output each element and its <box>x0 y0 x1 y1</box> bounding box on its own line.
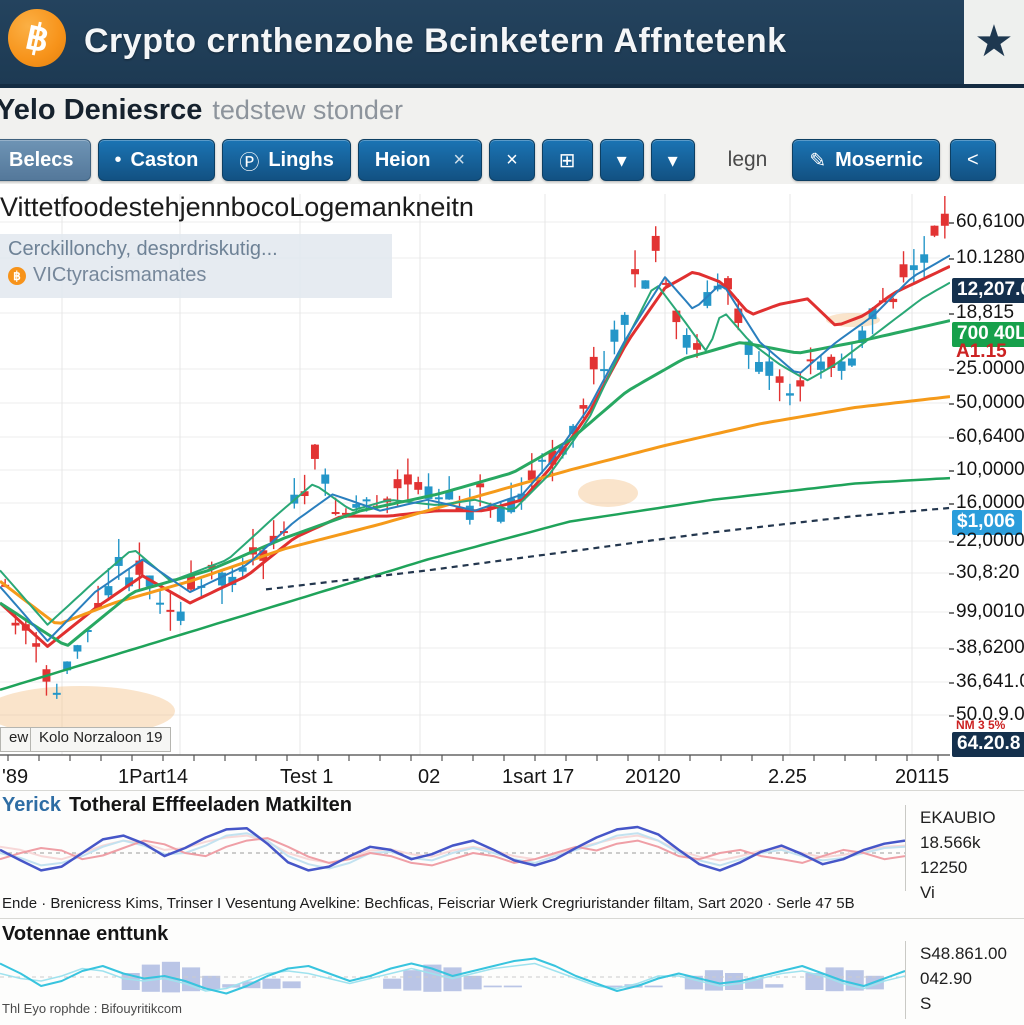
y-axis-label: 64.20.8 <box>952 732 1024 757</box>
x-axis-label: 20115 <box>895 766 950 788</box>
pencil-icon: ✎ <box>809 149 827 172</box>
page-subtitle: tedstew stonder <box>212 95 403 125</box>
x-axis-label: Test 1 <box>280 766 334 788</box>
panel1-title: Yerick Totheral Efffeeladen Matkilten <box>2 794 352 817</box>
chart-legend: Cerckillonchy, desprdriskutig... ฿ VICty… <box>0 234 392 298</box>
mosernic-button-label: Mosernic <box>835 148 923 171</box>
y-axis-label: $1,006 <box>952 510 1023 535</box>
linghs-button-label: Linghs <box>268 148 334 171</box>
close-icon: × <box>506 148 518 171</box>
legend-series-label: VICtyracismamates <box>33 264 207 286</box>
bitcoin-logo-icon: ฿ <box>8 9 66 67</box>
y-axis-label: 10,0000 <box>949 459 1024 480</box>
y-axis-label: 30,8:20 <box>948 562 1020 583</box>
panel1-title-text: Totheral Efffeeladen Matkilten <box>68 794 352 816</box>
panel1-values: EKAUBIO 18.566k 12250 Vi <box>905 805 996 902</box>
chevron-down-icon: ▾ <box>616 149 627 172</box>
chevron-left-icon: < <box>966 148 979 171</box>
panel1-value: 18.566k <box>920 833 981 852</box>
app-header: ฿ Crypto crnthenzohe Bcinketern Affntete… <box>0 0 1024 88</box>
panel2-value: 042.90 <box>920 969 972 988</box>
page-title: Yelo Deniesrce <box>0 94 203 126</box>
p-circle-icon: Ⓟ <box>239 151 260 174</box>
y-axis-label: 16,0000 <box>949 492 1024 513</box>
chart-title: VittetfoodestehjennbocoLogemankneitn <box>0 192 474 222</box>
y-axis-label: A1.15 <box>956 341 1007 362</box>
y-axis: 60,6100 10.1280 12,207.0 18,815 700 40L A1.15… <box>948 184 1024 790</box>
heion-button[interactable]: Heion × <box>357 139 483 181</box>
toolbar: Belecs • Caston Ⓟ Linghs Heion × × ⊞ ▾ ▾ legn ✎ Mos… <box>0 138 1024 182</box>
mosernic-button[interactable]: ✎ Mosernic <box>792 139 940 181</box>
belecs-button[interactable]: Belecs <box>0 139 91 181</box>
y-axis-label: 50,0000 <box>949 392 1024 413</box>
toolbar-right-group: ✎ Mosernic < <box>792 139 996 181</box>
y-axis-label: 12,207.0 <box>952 278 1024 303</box>
y-axis-label: 22,0000 <box>949 530 1024 551</box>
toolbar-mid-label: legn <box>727 148 768 171</box>
legend-line-2: ฿ VICtyracismamates <box>8 264 384 287</box>
panel2-value: S <box>920 994 932 1013</box>
toolbar-left-group: Belecs • Caston Ⓟ Linghs Heion × × ⊞ ▾ ▾ <box>0 139 695 181</box>
x-axis-label: 1Part14 <box>118 766 189 788</box>
y-axis-label: 25.0000 <box>949 358 1024 379</box>
legend-line-1: Cerckillonchy, desprdriskutig... <box>8 238 278 260</box>
chart-tab-kolo[interactable]: Kolo Norzaloon 19 <box>30 727 172 752</box>
bitcoin-glyph: ฿ <box>21 15 53 60</box>
y-axis-label: 99,0010 <box>949 601 1024 622</box>
x-axis: '89 1Part14 Test 1 02 1sart 17 20120 2.25 20115 <box>0 766 950 790</box>
linghs-button[interactable]: Ⓟ Linghs <box>222 139 351 181</box>
bitcoin-dot-icon: ฿ <box>8 266 26 285</box>
y-axis-label: 18,815 <box>948 302 1015 323</box>
close-tab-button[interactable]: × <box>489 139 535 181</box>
grid-icon: ⊞ <box>558 149 576 172</box>
panel2-title: Votennae enttunk <box>2 923 169 945</box>
star-icon: ★ <box>974 17 1014 66</box>
y-axis-label: 50.0.9.0 <box>949 704 1024 725</box>
indicator-panel-2: Votennae enttunk S48.861.00 042.90 S Thl E… <box>0 918 1024 1025</box>
caston-button[interactable]: • Caston <box>97 139 216 181</box>
y-axis-label: 38,6200 <box>949 637 1024 658</box>
grid-button[interactable]: ⊞ <box>541 139 593 181</box>
dropdown-2[interactable]: ▾ <box>650 139 695 181</box>
dropdown-1[interactable]: ▾ <box>599 139 644 181</box>
panel2-footnote: Thl Eyo rophde : Bifouyritikcom <box>2 1001 182 1016</box>
candlestick-chart[interactable] <box>0 184 950 790</box>
y-axis-label: 700 40L <box>952 322 1024 347</box>
y-axis-label: 60,6400 <box>949 426 1024 447</box>
x-axis-label: 20120 <box>625 766 681 788</box>
panel1-title-accent: Yerick <box>2 794 61 816</box>
close-icon[interactable]: × <box>453 148 466 171</box>
y-axis-label: 10.1280 <box>949 247 1024 268</box>
x-axis-label: '89 <box>2 766 29 788</box>
app-title: Crypto crnthenzohe Bcinketern Affntetenk <box>84 22 787 60</box>
panel1-value: EKAUBIO <box>920 808 996 827</box>
heion-button-label: Heion <box>374 148 431 171</box>
x-axis-label: 02 <box>418 766 441 788</box>
caston-button-label: Caston <box>130 148 199 171</box>
chevron-down-icon: ▾ <box>667 149 678 172</box>
belecs-button-label: Belecs <box>9 148 74 171</box>
panel2-values: S48.861.00 042.90 S <box>905 941 1007 1019</box>
x-axis-label: 2.25 <box>768 766 807 788</box>
y-axis-label: 36,641.0 <box>949 671 1024 693</box>
dot-icon: • <box>114 148 122 171</box>
panel1-value: 12250 <box>920 858 968 877</box>
volume-chart <box>0 957 905 995</box>
y-axis-label: NM 3 5% <box>956 718 1006 732</box>
main-chart-section: VittetfoodestehjennbocoLogemankneitn Cer… <box>0 184 1024 790</box>
y-axis-label: 60,6100 <box>949 211 1024 232</box>
subheader: Yelo Deniesrce tedstew stonder <box>0 88 1024 136</box>
indicator-panel-1: Yerick Totheral Efffeeladen Matkilten EKA… <box>0 790 1024 920</box>
oscillator-chart <box>0 825 905 872</box>
favorite-button[interactable]: ★ <box>964 0 1024 84</box>
panel2-value: S48.861.00 <box>920 944 1007 963</box>
x-axis-label: 1sart 17 <box>502 766 575 788</box>
back-button[interactable]: < <box>949 139 996 181</box>
panel1-footnote: Ende · Brenicress Kims, Trinser I Vesent… <box>2 895 855 912</box>
panel1-value: Vi <box>920 883 935 902</box>
